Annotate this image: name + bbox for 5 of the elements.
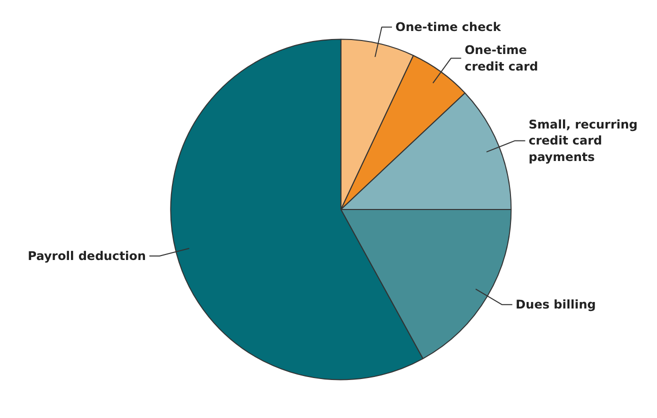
slice-label: Small, recurring credit card payments	[528, 118, 638, 164]
slice-label: Dues billing	[516, 298, 596, 312]
slice-label: One-time check	[395, 20, 502, 34]
slice-label: Payroll deduction	[28, 248, 146, 263]
slice-label: One-time credit card	[464, 43, 538, 74]
